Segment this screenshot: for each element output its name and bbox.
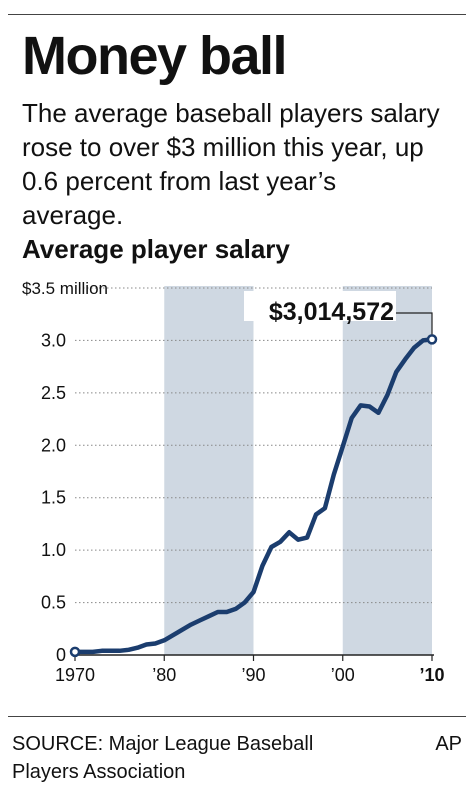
decade-band-0 [164,286,254,655]
subheadline: The average baseball players salary rose… [22,98,440,230]
x-tick-label: ’80 [152,665,176,685]
x-tick-label: ’90 [241,665,265,685]
annotation-backdrop-0 [244,291,396,321]
salary-series-line-0 [72,337,435,655]
source-note: SOURCE: Major League Baseball Players As… [12,733,314,783]
x-tick-label: ’00 [331,665,355,685]
y-tick-label: 3.0 [41,330,66,350]
credit-label: AP [435,733,462,755]
y-tick-label: 2.5 [41,383,66,403]
bottom-rule [8,716,466,717]
y-tick-label: 0.5 [41,593,66,613]
start-point-marker [69,646,81,658]
y-tick-label: $3.5 million [22,279,108,298]
y-tick-label: 1.0 [41,540,66,560]
annotation-leader-0 [390,312,433,335]
chart-title: Average player salary [22,234,290,264]
x-tick-label: ’10 [419,665,444,685]
y-tick-label: 0 [56,645,66,665]
y-tick-label: 2.0 [41,435,66,455]
top-rule [8,14,466,15]
headline: Money ball [22,26,288,86]
end-point-marker [426,334,438,345]
graphic-frame: Money ball The average baseball players … [8,0,466,795]
y-tick-label: 1.5 [41,488,66,508]
x-tick-label: 1970 [55,665,95,685]
annotation-label: $3,014,572 [269,298,394,326]
